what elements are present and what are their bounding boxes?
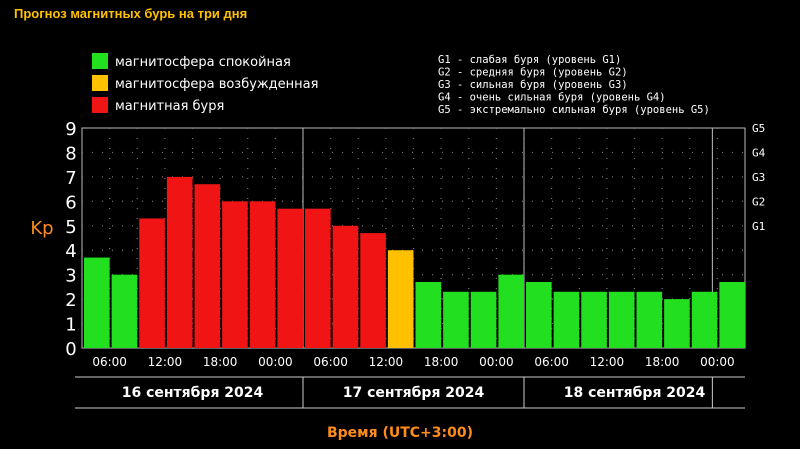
bar-15 [498,274,524,348]
legend-label-0: магнитосфера спокойная [115,55,291,70]
bar-13 [443,291,469,348]
legend-label-1: магнитосфера возбужденная [115,77,318,92]
legend-label-2: магнитная буря [115,99,224,114]
bar-7 [277,208,303,348]
g-tick-label: G1 [752,220,765,233]
g-legend-item-1: G2 - средняя буря (уровень G2) [438,67,628,79]
x-tick-label: 00:00 [700,355,735,369]
x-tick-label: 18:00 [645,355,680,369]
x-tick-label: 18:00 [203,355,238,369]
legend-swatch-2 [92,97,108,113]
y-tick-label: 0 [65,339,76,360]
g-legend-item-0: G1 - слабая буря (уровень G1) [438,54,621,66]
y-tick-label: 7 [65,168,76,189]
bar-19 [608,291,635,348]
bar-5 [222,201,248,348]
y-tick-label: 1 [65,315,76,336]
g-legend-item-2: G3 - сильная буря (уровень G3) [438,79,628,91]
color-legend: магнитосфера спокойная магнитосфера возбу… [92,53,318,114]
bar-16 [526,282,552,348]
x-tick-label: 12:00 [369,355,404,369]
g-tick-label: G2 [752,195,765,208]
x-tick-label: 06:00 [92,355,127,369]
plot-area: 0 1 2 3 4 5 6 7 8 9 G1 G2 G3 G4 G5 06:00 12:00 18:00 00:00… [65,119,766,409]
x-tick-label: 12:00 [590,355,625,369]
bar-21 [664,299,690,348]
legend-swatch-0 [92,53,108,69]
x-tick-label: 06:00 [313,355,348,369]
bar-11 [387,250,414,348]
bar-8 [305,208,331,348]
bar-3 [166,176,193,348]
bar-17 [553,291,580,348]
bar-12 [415,282,442,348]
bar-1 [111,274,138,348]
bar-4 [194,184,221,348]
day-label-2: 18 сентября 2024 [564,385,706,401]
x-axis-label: Время (UTC+3:00) [327,425,473,441]
x-tick-label: 00:00 [258,355,293,369]
chart-title: Прогноз магнитных бурь на три дня [14,6,247,21]
x-tick-label: 00:00 [479,355,514,369]
y-tick-label: 4 [65,241,76,262]
bar-0 [84,257,110,348]
x-tick-label: 18:00 [424,355,459,369]
bar-9 [332,225,359,348]
bar-20 [636,291,663,348]
g-tick-label: G4 [752,146,766,159]
day-label-1: 17 сентября 2024 [343,385,485,401]
g-level-legend: G1 - слабая буря (уровень G1)G2 - средня… [438,54,710,116]
bar-2 [139,218,165,348]
g-legend-item-3: G4 - очень сильная буря (уровень G4) [438,92,666,104]
legend-swatch-1 [92,75,108,91]
bar-18 [581,291,607,348]
bar-14 [470,291,497,348]
day-label-0: 16 сентября 2024 [122,385,264,401]
y-tick-label: 3 [65,266,76,287]
x-tick-label: 06:00 [534,355,569,369]
y-tick-label: 8 [65,143,76,164]
y-tick-label: 5 [65,217,76,238]
bar-23 [719,282,745,348]
y-tick-label: 6 [65,192,76,213]
y-tick-label: 2 [65,290,76,311]
y-axis-label: Kp [30,218,53,239]
bar-6 [249,201,276,348]
y-tick-label: 9 [65,119,76,140]
g-legend-item-4: G5 - экстремально сильная буря (уровень … [438,104,710,116]
g-tick-label: G5 [752,122,765,135]
bar-22 [691,291,718,348]
bar-10 [360,233,386,348]
x-tick-label: 12:00 [148,355,183,369]
g-tick-label: G3 [752,171,765,184]
